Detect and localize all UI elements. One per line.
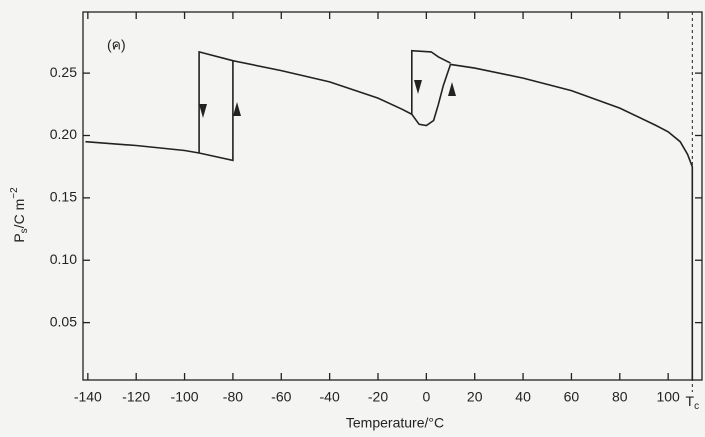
x-tick-label: 40: [515, 389, 531, 405]
arrows: [199, 80, 456, 118]
tc-symbol: T: [686, 393, 695, 409]
arrow-up: [448, 82, 456, 96]
x-tick-label: -100: [171, 389, 199, 405]
x-tick-label: -60: [271, 389, 291, 405]
polarization-curve: [85, 49, 694, 380]
tc-subscript: c: [694, 401, 699, 412]
x-tick-label: 60: [564, 389, 580, 405]
y-tick-label: 0.25: [50, 64, 77, 80]
arrow-down: [414, 80, 422, 94]
x-tick-label: -120: [122, 389, 150, 405]
x-tick-label: -40: [320, 389, 340, 405]
x-tick-label: 80: [612, 389, 628, 405]
plot-frame: [82, 11, 703, 381]
x-tick-label: -20: [368, 389, 388, 405]
tc-label: Tc: [686, 393, 700, 412]
arrow-down: [199, 104, 207, 118]
x-tick-label: -140: [74, 389, 102, 405]
y-axis-label: Ps/C m−2: [9, 187, 30, 243]
x-tick-label: -80: [223, 389, 243, 405]
arrow-up: [233, 102, 241, 116]
panel-label: (ค): [107, 37, 126, 53]
x-tick-label: 20: [467, 389, 483, 405]
y-tick-label: 0.05: [50, 313, 77, 329]
x-axis-label: Temperature/°C: [346, 415, 444, 431]
y-tick-label: 0.20: [50, 126, 77, 142]
y-tick-label: 0.15: [50, 189, 77, 205]
x-tick-label: 100: [656, 389, 680, 405]
y-tick-label: 0.10: [50, 251, 77, 267]
x-tick-label: 0: [422, 389, 430, 405]
